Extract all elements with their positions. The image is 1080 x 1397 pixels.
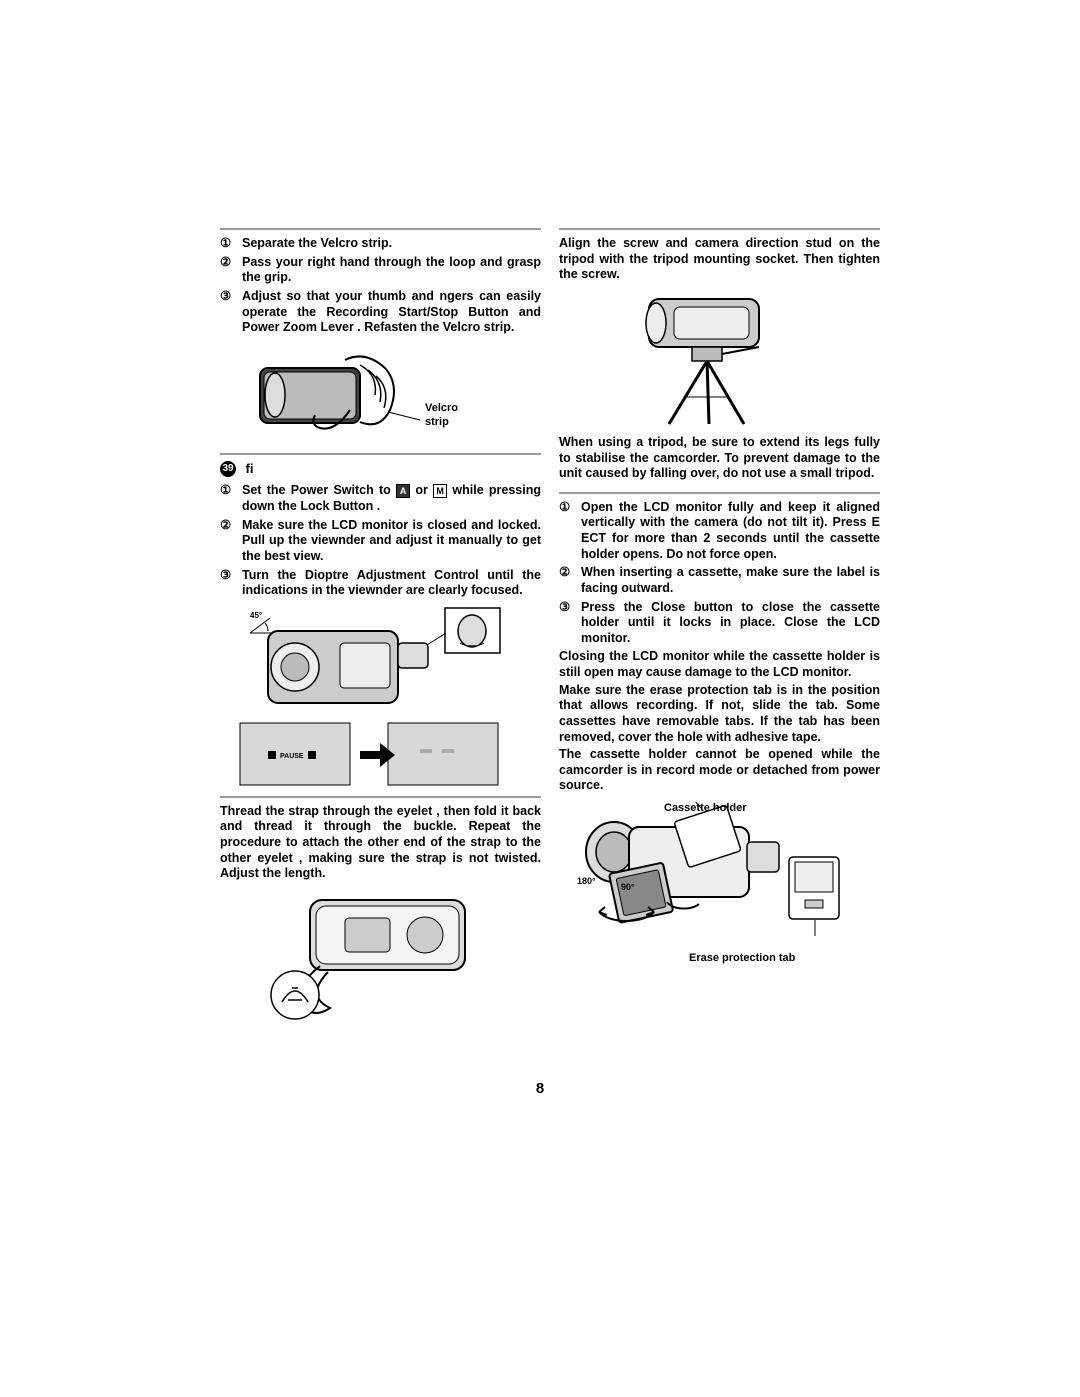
step-text: When inserting a cassette, make sure the…	[581, 565, 880, 596]
step-number: ②	[220, 518, 238, 565]
step-text: Adjust so that your thumb and ngers can …	[242, 289, 541, 336]
cassette-figure: Cassette holder 180° 90°	[559, 802, 880, 972]
content-columns: ① Separate the Velcro strip. ② Pass your…	[220, 220, 880, 1020]
grip-figure: Velcro strip	[220, 340, 541, 445]
cassette-warning-1: Closing the LCD monitor while the casset…	[559, 649, 880, 680]
strap-paragraph: Thread the strap through the eyelet , th…	[220, 804, 541, 882]
step-number: ③	[559, 600, 577, 647]
step-text: Open the LCD monitor fully and keep it a…	[581, 500, 880, 563]
svg-text:90°: 90°	[621, 882, 635, 892]
page-number: 8	[0, 1080, 1080, 1097]
svg-text:45°: 45°	[250, 611, 262, 620]
tripod-icon	[614, 289, 814, 429]
viewfinder-ref: 39 fi	[220, 461, 541, 478]
divider	[559, 228, 880, 230]
viewfinder-icon: 45°	[220, 603, 520, 788]
manual-page: ① Separate the Velcro strip. ② Pass your…	[0, 0, 1080, 1397]
svg-text:180°: 180°	[577, 876, 596, 886]
strap-icon	[250, 890, 500, 1020]
tripod-paragraph: Align the screw and camera direction stu…	[559, 236, 880, 283]
viewfinder-step-2: ② Make sure the LCD monitor is closed an…	[220, 518, 541, 565]
step-number: ②	[559, 565, 577, 596]
step-number: ②	[220, 255, 238, 286]
tripod-warning: When using a tripod, be sure to extend i…	[559, 435, 880, 482]
divider	[559, 492, 880, 494]
ref-circle: 39	[220, 461, 236, 477]
viewfinder-figure: 45°	[220, 603, 541, 788]
step-number: ③	[220, 568, 238, 599]
cassette-holder-label: Cassette holder	[664, 802, 747, 816]
step-number: ③	[220, 289, 238, 336]
divider	[220, 228, 541, 230]
grip-step-3: ③ Adjust so that your thumb and ngers ca…	[220, 289, 541, 336]
step-text: Make sure the LCD monitor is closed and …	[242, 518, 541, 565]
svg-text:PAUSE: PAUSE	[280, 753, 304, 760]
cassette-warning-2: Make sure the erase protection tab is in…	[559, 683, 880, 746]
velcro-label: Velcro strip	[425, 402, 458, 430]
step-text: Separate the Velcro strip.	[242, 236, 541, 252]
left-column: ① Separate the Velcro strip. ② Pass your…	[220, 220, 541, 1020]
divider	[220, 796, 541, 798]
grip-step-2: ② Pass your right hand through the loop …	[220, 255, 541, 286]
step-number: ①	[220, 483, 238, 514]
mode-m-icon: M	[433, 484, 447, 498]
cassette-step-1: ① Open the LCD monitor fully and keep it…	[559, 500, 880, 563]
cassette-step-3: ③ Press the Close button to close the ca…	[559, 600, 880, 647]
strap-figure	[220, 890, 541, 1020]
cassette-camcorder-icon: 180° 90°	[559, 802, 859, 962]
step-number: ①	[559, 500, 577, 563]
cassette-warning-3: The cassette holder cannot be opened whi…	[559, 747, 880, 794]
step-text: Turn the Dioptre Adjustment Control unti…	[242, 568, 541, 599]
step-text: Set the Power Switch to A or M while pre…	[242, 483, 541, 514]
erase-protection-label: Erase protection tab	[689, 952, 795, 966]
step-number: ①	[220, 236, 238, 252]
mode-a-icon: A	[396, 484, 410, 498]
tripod-figure	[559, 289, 880, 429]
ref-text: fi	[245, 461, 253, 476]
step-text: Pass your right hand through the loop an…	[242, 255, 541, 286]
cassette-step-2: ② When inserting a cassette, make sure t…	[559, 565, 880, 596]
step-text: Press the Close button to close the cass…	[581, 600, 880, 647]
right-column: Align the screw and camera direction stu…	[559, 220, 880, 1020]
grip-step-1: ① Separate the Velcro strip.	[220, 236, 541, 252]
divider	[220, 453, 541, 455]
viewfinder-step-3: ③ Turn the Dioptre Adjustment Control un…	[220, 568, 541, 599]
viewfinder-step-1: ① Set the Power Switch to A or M while p…	[220, 483, 541, 514]
